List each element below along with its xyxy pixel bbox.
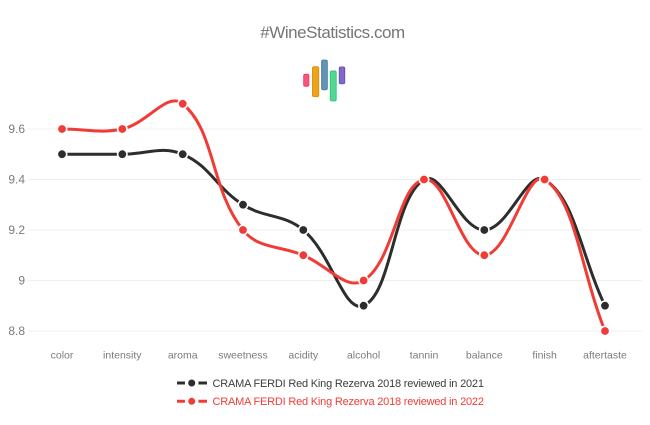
svg-text:balance: balance — [466, 350, 503, 362]
svg-text:9.4: 9.4 — [8, 173, 25, 187]
svg-text:#WineStatistics.com: #WineStatistics.com — [260, 23, 405, 42]
svg-text:acidity: acidity — [288, 350, 319, 362]
svg-text:9.6: 9.6 — [8, 122, 25, 136]
svg-text:9: 9 — [18, 274, 25, 288]
svg-text:finish: finish — [532, 350, 557, 362]
svg-text:aroma: aroma — [168, 350, 198, 362]
svg-text:color: color — [51, 350, 74, 362]
svg-text:alcohol: alcohol — [347, 350, 380, 362]
svg-text:CRAMA FERDI Red King Rezerva 2: CRAMA FERDI Red King Rezerva 2018 review… — [213, 378, 484, 390]
svg-text:sweetness: sweetness — [218, 350, 268, 362]
svg-text:8.8: 8.8 — [8, 324, 25, 338]
svg-text:aftertaste: aftertaste — [583, 350, 627, 362]
svg-text:9.2: 9.2 — [8, 223, 25, 237]
svg-text:tannin: tannin — [410, 350, 439, 362]
svg-text:CRAMA FERDI Red King Rezerva 2: CRAMA FERDI Red King Rezerva 2018 review… — [213, 396, 484, 408]
svg-text:intensity: intensity — [103, 350, 142, 362]
